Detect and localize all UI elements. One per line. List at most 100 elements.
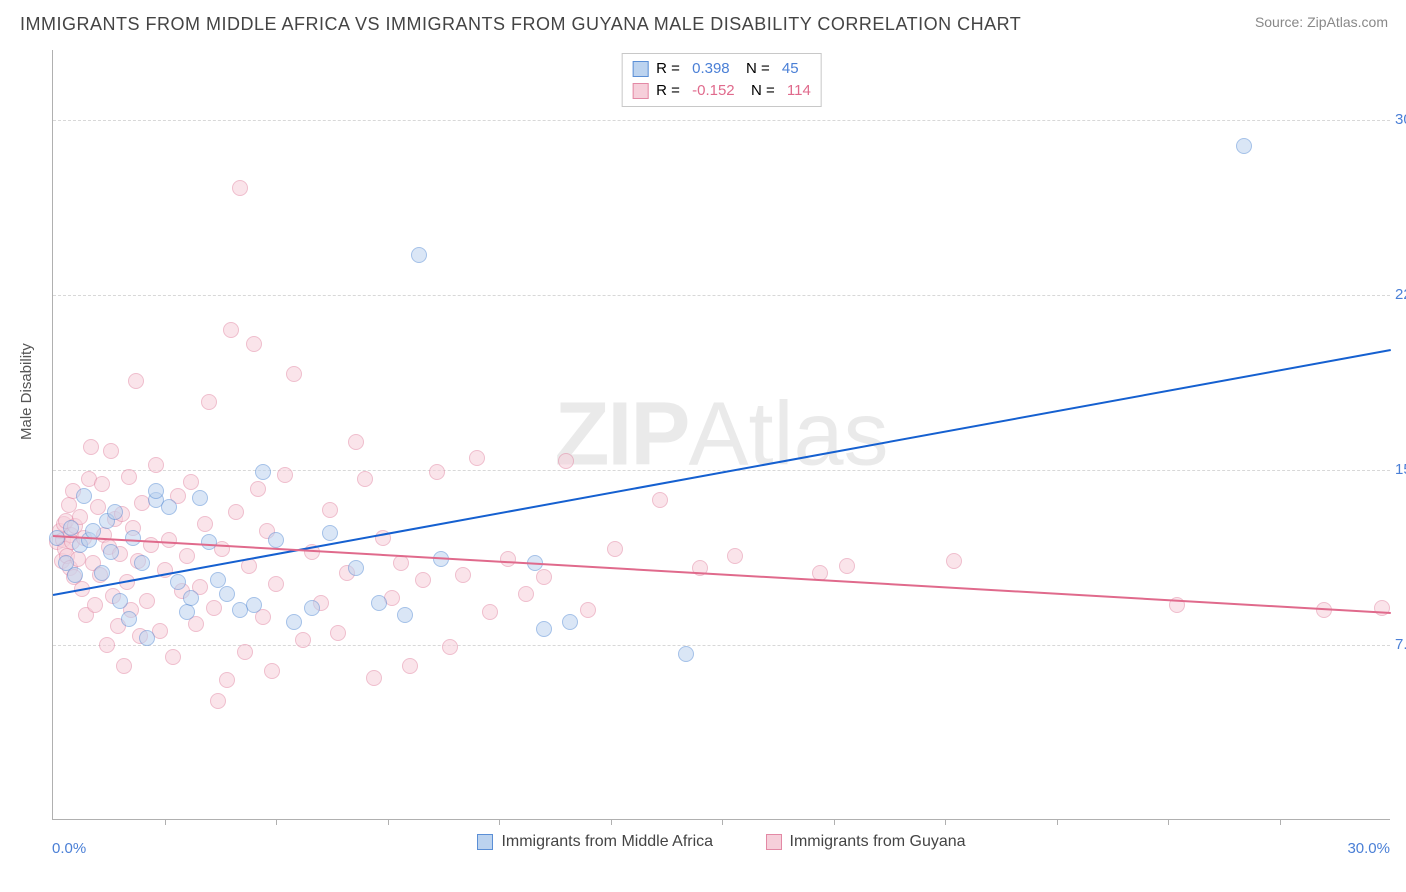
scatter-point — [246, 336, 262, 352]
trend-line — [53, 349, 1391, 596]
scatter-point — [946, 553, 962, 569]
legend-row-series-b: R = -0.152 N = 114 — [632, 80, 811, 102]
y-tick-label: 15.0% — [1395, 461, 1406, 478]
scatter-point — [197, 516, 213, 532]
n-value-b: 114 — [787, 80, 811, 102]
scatter-point — [727, 548, 743, 564]
scatter-point — [161, 532, 177, 548]
scatter-point — [469, 450, 485, 466]
x-axis-max-label: 30.0% — [1347, 840, 1390, 857]
scatter-point — [357, 471, 373, 487]
scatter-point — [415, 572, 431, 588]
scatter-point — [558, 453, 574, 469]
scatter-point — [482, 604, 498, 620]
scatter-point — [264, 663, 280, 679]
x-tick-mark — [276, 819, 277, 825]
scatter-point — [128, 373, 144, 389]
scatter-point — [183, 474, 199, 490]
x-tick-mark — [722, 819, 723, 825]
scatter-point — [536, 569, 552, 585]
scatter-point — [210, 693, 226, 709]
scatter-point — [103, 544, 119, 560]
scatter-point — [103, 443, 119, 459]
scatter-point — [219, 586, 235, 602]
legend-item-b: Immigrants from Guyana — [766, 833, 966, 851]
legend-item-a: Immigrants from Middle Africa — [477, 833, 713, 851]
swatch-series-a — [477, 834, 493, 850]
scatter-point — [442, 639, 458, 655]
scatter-point — [286, 614, 302, 630]
scatter-point — [277, 467, 293, 483]
scatter-point — [99, 637, 115, 653]
scatter-point — [87, 597, 103, 613]
scatter-point — [652, 492, 668, 508]
x-tick-mark — [1168, 819, 1169, 825]
scatter-point — [371, 595, 387, 611]
r-value-b: -0.152 — [692, 80, 735, 102]
scatter-point — [139, 593, 155, 609]
legend-label-a: Immigrants from Middle Africa — [501, 833, 713, 851]
scatter-point — [192, 490, 208, 506]
chart-title: IMMIGRANTS FROM MIDDLE AFRICA VS IMMIGRA… — [20, 14, 1021, 35]
x-tick-mark — [499, 819, 500, 825]
scatter-point — [562, 614, 578, 630]
scatter-point — [286, 366, 302, 382]
source-label: Source: ZipAtlas.com — [1255, 14, 1388, 30]
scatter-point — [411, 247, 427, 263]
scatter-point — [112, 593, 128, 609]
scatter-point — [139, 630, 155, 646]
scatter-point — [206, 600, 222, 616]
scatter-point — [228, 504, 244, 520]
x-tick-mark — [945, 819, 946, 825]
scatter-point — [518, 586, 534, 602]
series-legend: Immigrants from Middle Africa Immigrants… — [53, 833, 1390, 855]
scatter-point — [116, 658, 132, 674]
scatter-point — [170, 574, 186, 590]
swatch-series-b — [632, 83, 648, 99]
x-tick-mark — [611, 819, 612, 825]
scatter-point — [268, 576, 284, 592]
y-tick-label: 22.5% — [1395, 286, 1406, 303]
scatter-point — [607, 541, 623, 557]
scatter-point — [322, 525, 338, 541]
scatter-point — [397, 607, 413, 623]
scatter-point — [94, 565, 110, 581]
scatter-point — [366, 670, 382, 686]
scatter-point — [393, 555, 409, 571]
scatter-point — [348, 560, 364, 576]
scatter-point — [429, 464, 445, 480]
correlation-legend-box: R = 0.398 N = 45 R = -0.152 N = 114 — [621, 53, 822, 107]
x-tick-mark — [834, 819, 835, 825]
scatter-point — [179, 548, 195, 564]
scatter-point — [295, 632, 311, 648]
swatch-series-b — [766, 834, 782, 850]
n-value-a: 45 — [782, 58, 799, 80]
scatter-point — [268, 532, 284, 548]
scatter-point — [580, 602, 596, 618]
gridline-horizontal — [53, 295, 1390, 296]
scatter-point — [67, 567, 83, 583]
scatter-point — [223, 322, 239, 338]
scatter-point — [76, 488, 92, 504]
scatter-point — [1236, 138, 1252, 154]
swatch-series-a — [632, 61, 648, 77]
scatter-point — [246, 597, 262, 613]
scatter-point — [134, 555, 150, 571]
scatter-point — [179, 604, 195, 620]
scatter-point — [125, 530, 141, 546]
x-tick-mark — [1280, 819, 1281, 825]
scatter-point — [94, 476, 110, 492]
scatter-point — [232, 180, 248, 196]
scatter-point — [107, 504, 123, 520]
scatter-point — [330, 625, 346, 641]
scatter-point — [148, 457, 164, 473]
scatter-point — [83, 439, 99, 455]
y-tick-label: 30.0% — [1395, 111, 1406, 128]
x-axis-min-label: 0.0% — [52, 840, 86, 857]
scatter-point — [678, 646, 694, 662]
gridline-horizontal — [53, 645, 1390, 646]
gridline-horizontal — [53, 120, 1390, 121]
r-value-a: 0.398 — [692, 58, 730, 80]
scatter-point — [121, 469, 137, 485]
scatter-point — [148, 483, 164, 499]
